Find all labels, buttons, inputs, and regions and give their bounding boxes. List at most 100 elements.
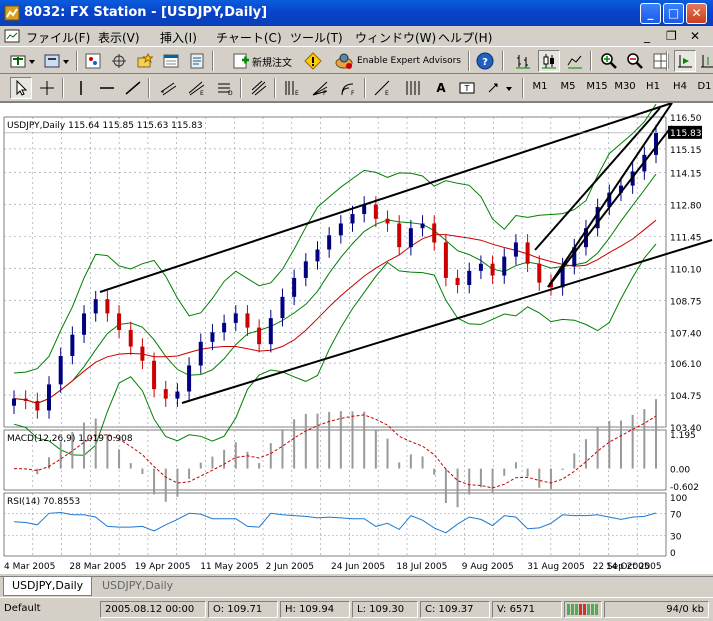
candle-body (175, 391, 180, 399)
macd-tick-label: -0.602 (670, 483, 699, 493)
navigator-button[interactable] (134, 50, 156, 72)
profiles-button[interactable] (42, 50, 72, 72)
fibo-retracement-tool[interactable]: D (214, 77, 236, 99)
menu-help[interactable]: ヘルプ(H) (438, 31, 493, 45)
price-chart[interactable]: 116.50 115.15 114.15 112.80 111.45 110.10 108.… (0, 102, 713, 575)
text-label-tool[interactable]: T (456, 77, 478, 99)
svg-text:E: E (200, 90, 204, 96)
maximize-button[interactable]: □ (663, 3, 684, 24)
title-bar[interactable]: 8032: FX Station - [USDJPY,Daily] _ □ ✕ (0, 0, 713, 26)
line-chart-button[interactable] (564, 50, 586, 72)
trendline-tool[interactable] (122, 77, 144, 99)
price-tick-label: 104.75 (670, 392, 702, 402)
fibo-time-zones-tool[interactable]: E (282, 77, 304, 99)
timeframe-h4[interactable]: H4 (673, 81, 687, 92)
new-order-icon (233, 53, 249, 69)
crosshair-tool[interactable] (36, 77, 58, 99)
timeframe-m15[interactable]: M15 (586, 81, 608, 92)
text-tool[interactable]: A (430, 77, 452, 99)
svg-text:D: D (228, 90, 233, 96)
candle-body (443, 242, 448, 278)
new-chart-button[interactable] (8, 50, 38, 72)
cursor-tool[interactable] (10, 77, 32, 99)
menu-chart[interactable]: チャート(C) (216, 31, 282, 45)
zoom-in-button[interactable] (598, 50, 620, 72)
gann-line-tool[interactable]: E (372, 77, 394, 99)
candle-body (373, 204, 378, 219)
andrews-pitchfork-tool[interactable] (248, 77, 270, 99)
candle-body (268, 318, 273, 345)
fibo-arcs-tool[interactable]: F (338, 77, 360, 99)
toolbar-separator (212, 51, 214, 71)
candle-body (385, 218, 390, 224)
menu-view[interactable]: 表示(V) (98, 31, 140, 45)
timeframe-m5[interactable]: M5 (560, 81, 576, 92)
market-watch-button[interactable] (82, 50, 104, 72)
price-panel (3, 116, 667, 428)
date-tick-label: 2 Jun 2005 (266, 562, 314, 572)
tile-windows-button[interactable] (650, 50, 672, 72)
document-icon[interactable] (4, 28, 20, 44)
toolbar-separator (502, 51, 504, 71)
help-icon: ? (476, 52, 494, 70)
date-tick-label: 24 Jun 2005 (331, 562, 385, 572)
horizontal-line-tool[interactable] (96, 77, 118, 99)
timeframe-m30[interactable]: M30 (614, 81, 636, 92)
candle-body (35, 400, 40, 411)
bar-chart-button[interactable] (512, 50, 534, 72)
vertical-line-tool[interactable] (70, 77, 92, 99)
new-order-button[interactable]: 新規注文 (226, 50, 298, 72)
close-button[interactable]: ✕ (686, 3, 707, 24)
trend-line (547, 102, 673, 288)
arrows-dropdown-button[interactable] (484, 77, 518, 99)
fibo-fan-tool[interactable]: F (310, 77, 332, 99)
candle-body (432, 223, 437, 243)
tab-usdjpy-daily[interactable]: USDJPY,Daily (3, 577, 93, 596)
menu-insert[interactable]: 挿入(I) (160, 31, 197, 45)
candle-body (397, 223, 402, 248)
status-high: H: 109.94 (280, 601, 350, 618)
date-tick-label: 4 Mar 2005 (4, 562, 55, 572)
candle-body (502, 256, 507, 276)
data-window-button[interactable] (108, 50, 130, 72)
candle-body (467, 270, 472, 286)
expert-advisors-button[interactable]: Enable Expert Advisors (330, 50, 465, 72)
menu-file[interactable]: ファイル(F) (26, 31, 91, 45)
terminal-button[interactable] (160, 50, 182, 72)
rsi-label: RSI(14) 70.8553 (7, 497, 80, 507)
metaeditor-button[interactable] (302, 50, 324, 72)
mdi-close-button[interactable]: ✕ (690, 29, 701, 43)
chart-window[interactable]: 116.50 115.15 114.15 112.80 111.45 110.10 108.… (0, 102, 713, 574)
candle-body (140, 346, 145, 361)
date-tick-label: 14 Oct 2005 (606, 562, 662, 572)
autoscroll-button[interactable] (674, 50, 696, 72)
menu-tools[interactable]: ツール(T) (290, 31, 343, 45)
candlestick-chart-button[interactable] (538, 50, 560, 72)
timeframe-h1[interactable]: H1 (646, 81, 660, 92)
strategy-tester-button[interactable] (186, 50, 208, 72)
timeframe-m1[interactable]: M1 (532, 81, 548, 92)
drawing-toolbar: E D E F F E A T M1 M5 M15 M30 H1 H4 D1 (0, 74, 713, 102)
rsi-tick-label: 30 (670, 533, 682, 543)
fibo-channel-tool[interactable]: E (186, 77, 208, 99)
trend-line (534, 107, 661, 251)
connection-bars-icon (567, 604, 598, 615)
mdi-restore-button[interactable]: ❐ (666, 29, 677, 43)
svg-text:E: E (385, 90, 389, 96)
menu-window[interactable]: ウィンドウ(W) (355, 31, 437, 45)
tab-usdjpy-daily-2[interactable]: USDJPY,Daily (102, 579, 174, 592)
candle-body (257, 327, 262, 345)
date-tick-label: 22 Sep 2005 (593, 562, 650, 572)
zoom-out-button[interactable] (624, 50, 646, 72)
cycle-lines-tool[interactable] (402, 77, 424, 99)
chart-shift-button[interactable] (700, 50, 713, 72)
help-button[interactable]: ? (474, 50, 496, 72)
status-profile: Default (4, 603, 41, 614)
arrows-icon (488, 83, 512, 93)
candle-body (187, 365, 192, 392)
timeframe-d1[interactable]: D1 (697, 81, 712, 92)
minimize-button[interactable]: _ (640, 3, 661, 24)
toolbar-separator (590, 51, 592, 71)
channel-tool[interactable] (158, 77, 180, 99)
mdi-minimize-button[interactable]: _ (644, 29, 650, 43)
